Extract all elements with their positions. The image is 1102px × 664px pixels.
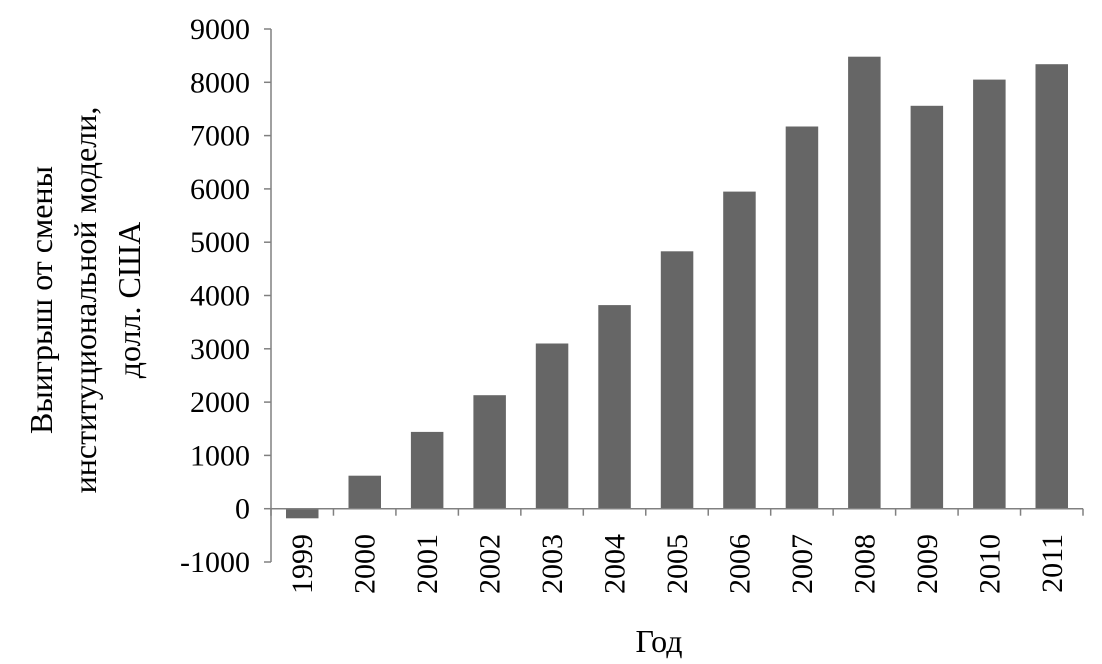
y-axis-ticks: 9000 8000 7000 6000 5000 4000 3000 2000 1000 0 -10… [180,13,250,579]
x-tick-label: 2007 [786,534,819,594]
bar-2002 [473,395,506,509]
x-tick-label: 2006 [723,534,756,594]
y-tick-label: 2000 [190,386,250,419]
bar-2005 [660,251,694,509]
x-axis-ticks: 1999 2000 2001 2002 2003 2004 2005 2006 2007 2008… [286,534,1069,594]
y-tick-label: 8000 [190,66,250,99]
x-tick-label: 2004 [599,534,632,594]
y-axis-title-line: долл. США [111,222,147,379]
x-tick-label: 2001 [411,534,444,594]
bar-2001 [410,431,444,509]
y-tick-label: 9000 [190,13,250,46]
y-tick-label: 1000 [190,439,250,472]
x-axis-title: Год [635,623,682,659]
y-tick-label: 5000 [190,226,250,259]
x-tick-label: 2008 [848,534,881,594]
x-tick-label: 2000 [349,534,382,594]
y-axis-title: Выигрыш от смены институциональной модели… [23,107,147,494]
bar-1999 [286,508,319,519]
bar-2000 [348,475,381,509]
bar-2009 [910,105,944,509]
y-tick-label: 0 [235,493,250,526]
bar-2004 [598,305,631,509]
bar-2010 [973,79,1006,509]
x-tick-label: 2003 [536,534,569,594]
x-tick-label: 2002 [474,534,507,594]
x-tick-label: 2010 [973,534,1006,594]
x-tick-label: 2011 [1036,534,1069,593]
bar-2003 [535,343,569,509]
x-tick-label: 2005 [661,534,694,594]
x-tick-label: 1999 [286,534,319,594]
axes [264,28,1084,563]
y-axis-title-line: институциональной модели, [67,107,103,494]
bar-2006 [723,191,756,509]
y-tick-label: 6000 [190,173,250,206]
y-tick-label: -1000 [180,546,250,579]
bar-2008 [848,56,881,509]
x-tick-label: 2009 [911,534,944,594]
y-axis-title-line: Выигрыш от смены [23,166,59,434]
bar-2007 [785,126,819,509]
bars [286,56,1068,519]
y-tick-label: 4000 [190,280,250,313]
bar-2011 [1035,64,1068,509]
y-tick-label: 3000 [190,333,250,366]
y-tick-label: 7000 [190,120,250,153]
